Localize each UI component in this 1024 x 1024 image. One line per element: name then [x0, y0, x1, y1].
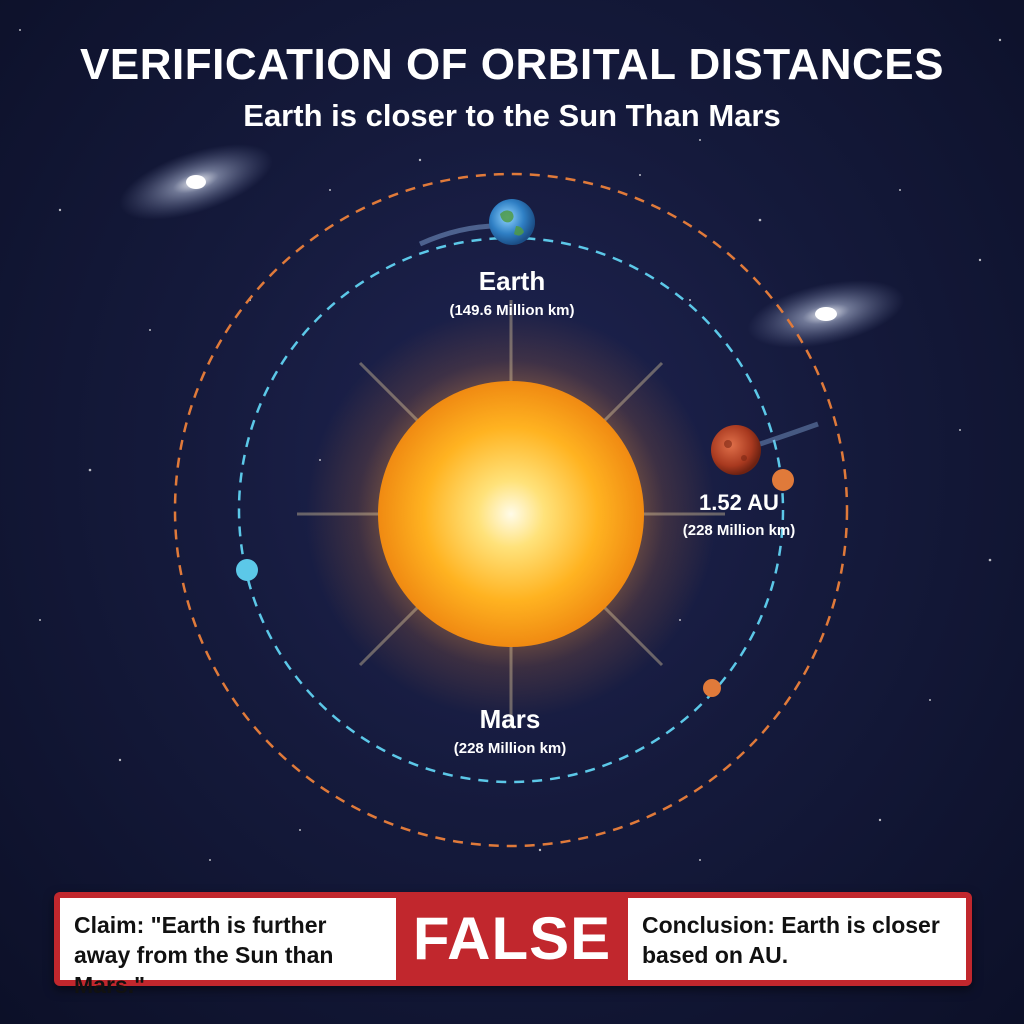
sun-icon [297, 300, 725, 728]
earth-planet-icon [489, 199, 535, 245]
earth-distance-label: (149.6 Million km) [449, 302, 575, 319]
verdict-false-label: FALSE [412, 905, 612, 972]
mars-orbit-marker-upper [772, 469, 794, 491]
earth-trail [418, 223, 499, 247]
mars-label: Mars [479, 704, 541, 734]
mars-distance-label: (228 Million km) [453, 740, 567, 757]
conclusion-text: Conclusion: Earth is closer based on AU. [628, 898, 966, 980]
claim-text: Claim: "Earth is further away from the S… [60, 898, 396, 998]
mars-planet-icon [711, 425, 761, 475]
verdict-bar: Claim: "Earth is further away from the S… [54, 892, 972, 998]
mars-au-distance-label: (228 Million km) [682, 522, 796, 539]
mars-trail [759, 421, 819, 447]
galaxy-left-icon [119, 144, 273, 220]
earth-orbit-marker [236, 559, 258, 581]
page-title: VERIFICATION OF ORBITAL DISTANCES [80, 40, 944, 89]
mars-orbit-marker-lower [703, 679, 721, 697]
mars-au-label: 1.52 AU [699, 490, 779, 515]
earth-label: Earth [478, 266, 546, 296]
galaxy-right-icon [747, 280, 905, 348]
page-subtitle: Earth is closer to the Sun Than Mars [243, 98, 781, 133]
mars-orbit [173, 172, 849, 848]
